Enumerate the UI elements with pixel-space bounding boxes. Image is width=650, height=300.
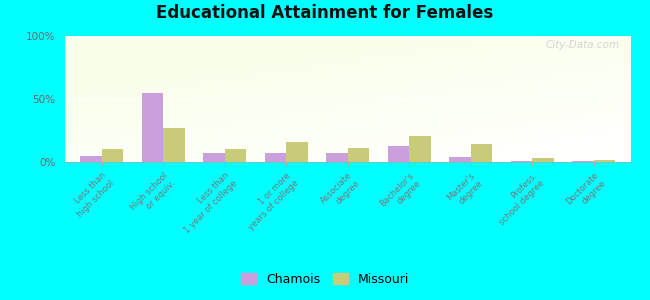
Bar [326,153,348,162]
Text: City-Data.com: City-Data.com [545,40,619,50]
Bar [265,153,286,162]
Bar [471,144,492,162]
Bar [387,146,410,162]
Bar [163,128,185,162]
Bar [286,142,308,162]
Bar [449,157,471,162]
Bar [410,136,431,162]
Bar [203,153,225,162]
Bar [572,161,593,162]
Bar [81,156,102,162]
Bar [102,149,124,162]
Bar [348,148,369,162]
Legend: Chamois, Missouri: Chamois, Missouri [236,268,414,291]
Bar [142,93,163,162]
Bar [511,161,532,162]
Text: Educational Attainment for Females: Educational Attainment for Females [157,4,493,22]
Bar [225,149,246,162]
Bar [593,160,615,162]
Bar [532,158,554,162]
